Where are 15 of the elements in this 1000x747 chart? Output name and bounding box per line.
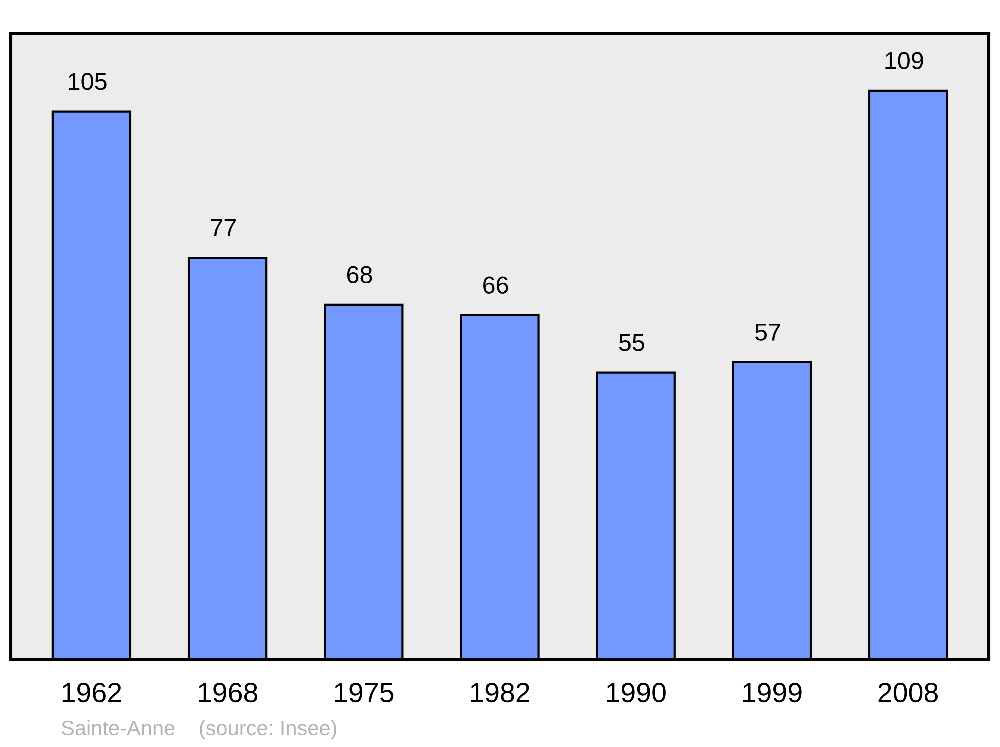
data-label: 105 xyxy=(69,73,107,90)
x-tick-label: 2008 xyxy=(878,682,938,703)
data-label: 57 xyxy=(755,324,780,341)
data-label: 77 xyxy=(211,220,236,236)
data-label: 68 xyxy=(347,266,372,284)
text: Sainte-Anne (source: Insee) xyxy=(62,720,336,740)
x-tick-label: 1982 xyxy=(471,682,530,703)
x-tick-label: 1962 xyxy=(62,682,122,703)
data-label: 55 xyxy=(619,334,644,352)
x-tick-label: 1975 xyxy=(335,682,394,703)
x-tick-label: 1990 xyxy=(607,682,666,703)
x-tick-label: 1999 xyxy=(743,682,802,703)
data-label: 109 xyxy=(886,52,924,70)
data-label: 66 xyxy=(484,276,508,294)
x-tick-label: 1968 xyxy=(199,682,258,703)
